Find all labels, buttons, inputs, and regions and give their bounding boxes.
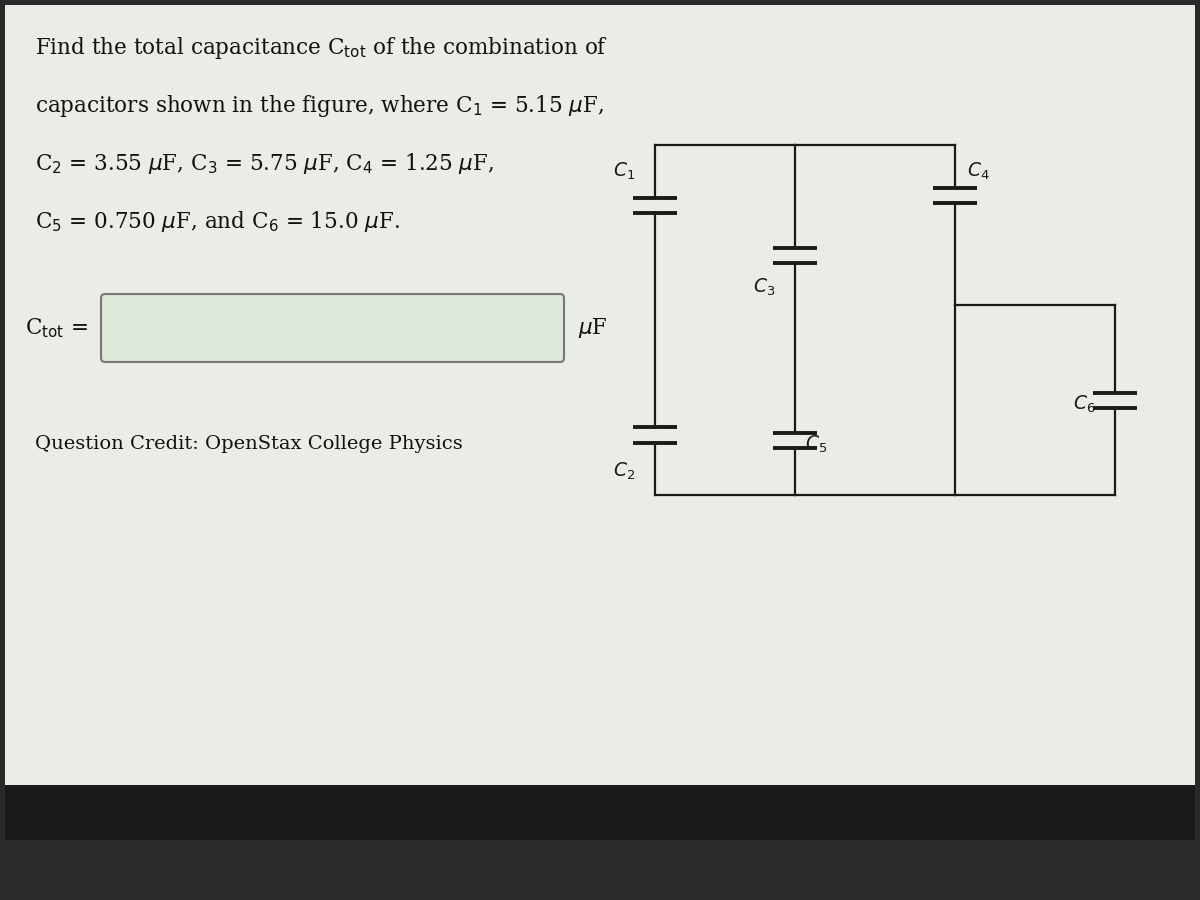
- Text: $C_1$: $C_1$: [613, 161, 635, 183]
- Text: capacitors shown in the figure, where C$_1$ = 5.15 $\mu$F,: capacitors shown in the figure, where C$…: [35, 93, 604, 119]
- Text: C$_\mathrm{tot}$ =: C$_\mathrm{tot}$ =: [25, 316, 88, 340]
- Text: Find the total capacitance C$_\mathrm{tot}$ of the combination of: Find the total capacitance C$_\mathrm{to…: [35, 35, 608, 61]
- Text: Question Credit: OpenStax College Physics: Question Credit: OpenStax College Physic…: [35, 435, 463, 453]
- Text: C$_2$ = 3.55 $\mu$F, C$_3$ = 5.75 $\mu$F, C$_4$ = 1.25 $\mu$F,: C$_2$ = 3.55 $\mu$F, C$_3$ = 5.75 $\mu$F…: [35, 151, 493, 176]
- FancyBboxPatch shape: [101, 294, 564, 362]
- Text: $C_4$: $C_4$: [967, 161, 990, 183]
- Text: $C_5$: $C_5$: [805, 434, 827, 455]
- Bar: [0, 835, 1200, 900]
- Text: $C_2$: $C_2$: [613, 461, 635, 482]
- Text: C$_5$ = 0.750 $\mu$F, and C$_6$ = 15.0 $\mu$F.: C$_5$ = 0.750 $\mu$F, and C$_6$ = 15.0 $…: [35, 209, 400, 234]
- Text: $C_3$: $C_3$: [754, 277, 775, 298]
- Bar: [5, 785, 1195, 840]
- Text: $\mu$F: $\mu$F: [578, 316, 608, 340]
- Text: $C_6$: $C_6$: [1073, 394, 1096, 415]
